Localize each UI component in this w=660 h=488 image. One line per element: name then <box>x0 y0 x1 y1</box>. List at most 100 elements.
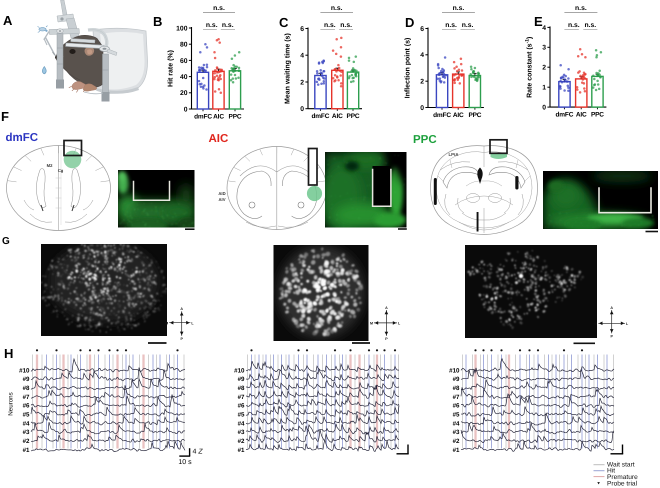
svg-text:B: B <box>153 14 162 29</box>
svg-text:AIC: AIC <box>213 114 224 121</box>
svg-text:A: A <box>385 306 388 310</box>
svg-text:n.s.: n.s. <box>568 22 580 29</box>
svg-text:#10: #10 <box>234 367 245 374</box>
svg-text:#5: #5 <box>453 412 460 419</box>
svg-text:4: 4 <box>300 53 304 60</box>
svg-text:#10: #10 <box>19 367 30 374</box>
svg-text:Neurons: Neurons <box>8 392 15 415</box>
svg-text:2: 2 <box>300 79 304 86</box>
svg-text:#9: #9 <box>238 376 245 383</box>
svg-text:2: 2 <box>542 65 546 72</box>
svg-text:#3: #3 <box>23 429 30 436</box>
svg-text:4 Z: 4 Z <box>193 449 204 456</box>
svg-text:Hit: Hit <box>607 468 615 475</box>
svg-text:0: 0 <box>184 106 188 113</box>
svg-text:n.s.: n.s. <box>340 22 352 29</box>
svg-text:F: F <box>1 109 9 124</box>
svg-text:#3: #3 <box>453 429 460 436</box>
svg-text:#4: #4 <box>23 420 30 427</box>
svg-text:AIC: AIC <box>209 133 229 145</box>
svg-text:#9: #9 <box>23 376 30 383</box>
svg-text:#1: #1 <box>238 447 245 454</box>
svg-text:#8: #8 <box>453 385 460 392</box>
svg-text:#7: #7 <box>23 394 30 401</box>
svg-text:E: E <box>534 14 543 29</box>
svg-text:AID: AID <box>218 191 225 196</box>
svg-text:#2: #2 <box>238 438 245 445</box>
svg-text:AIC: AIC <box>332 113 343 120</box>
svg-text:LPtA: LPtA <box>448 152 458 157</box>
svg-text:60: 60 <box>180 58 188 65</box>
svg-text:20: 20 <box>180 90 188 97</box>
svg-text:dmFC: dmFC <box>6 132 39 144</box>
svg-text:PPC: PPC <box>591 112 604 119</box>
svg-text:A: A <box>610 306 613 310</box>
svg-text:1: 1 <box>542 85 546 92</box>
svg-text:3: 3 <box>542 45 546 52</box>
svg-text:#2: #2 <box>453 438 460 445</box>
svg-text:#8: #8 <box>238 385 245 392</box>
svg-text:n.s.: n.s. <box>331 5 343 12</box>
svg-text:L: L <box>191 321 194 325</box>
svg-text:6: 6 <box>420 26 424 33</box>
svg-text:dmFC: dmFC <box>433 112 451 119</box>
svg-text:0: 0 <box>420 105 424 112</box>
svg-text:4: 4 <box>542 25 546 32</box>
svg-text:n.s.: n.s. <box>453 5 465 12</box>
svg-text:PPC: PPC <box>468 112 481 119</box>
svg-text:n.s.: n.s. <box>213 5 225 12</box>
svg-text:#2: #2 <box>23 438 30 445</box>
svg-text:PPC: PPC <box>413 134 437 146</box>
svg-text:#4: #4 <box>453 420 460 427</box>
svg-text:40: 40 <box>180 74 188 81</box>
svg-text:dmFC: dmFC <box>311 113 329 120</box>
svg-text:n.s.: n.s. <box>462 22 474 29</box>
svg-text:A: A <box>180 307 183 311</box>
svg-text:M: M <box>165 321 168 325</box>
svg-text:dmFC: dmFC <box>555 112 573 119</box>
svg-text:P: P <box>610 335 613 339</box>
svg-text:#6: #6 <box>23 403 30 410</box>
svg-text:#7: #7 <box>238 394 245 401</box>
svg-text:L: L <box>398 322 401 326</box>
svg-text:#3: #3 <box>238 429 245 436</box>
svg-text:#6: #6 <box>238 403 245 410</box>
svg-text:#5: #5 <box>23 412 30 419</box>
svg-text:#6: #6 <box>453 403 460 410</box>
svg-text:D: D <box>405 15 414 30</box>
svg-text:n.s.: n.s. <box>324 22 336 29</box>
svg-text:PPC: PPC <box>347 113 360 120</box>
svg-text:n.s.: n.s. <box>584 22 596 29</box>
svg-text:M2: M2 <box>47 163 53 168</box>
svg-text:M: M <box>594 322 597 326</box>
svg-text:Probe trial: Probe trial <box>607 480 638 487</box>
svg-text:#1: #1 <box>23 447 30 454</box>
svg-text:Cg: Cg <box>58 168 64 173</box>
svg-text:#1: #1 <box>453 447 460 454</box>
svg-text:#8: #8 <box>23 385 30 392</box>
svg-text:P: P <box>180 337 183 341</box>
svg-text:10 s: 10 s <box>178 459 192 466</box>
svg-text:A: A <box>3 13 13 28</box>
svg-text:Premature: Premature <box>607 474 638 481</box>
svg-text:P: P <box>385 337 388 341</box>
svg-text:#7: #7 <box>453 394 460 401</box>
svg-text:H: H <box>4 346 13 361</box>
svg-text:AIC: AIC <box>576 112 587 119</box>
svg-text:80: 80 <box>180 42 188 49</box>
svg-text:0: 0 <box>300 106 304 113</box>
svg-text:2: 2 <box>420 79 424 86</box>
svg-text:6: 6 <box>300 26 304 33</box>
svg-text:C: C <box>279 15 289 30</box>
svg-text:Mean waiting time (s): Mean waiting time (s) <box>284 33 292 104</box>
svg-text:Inflection point (s): Inflection point (s) <box>404 38 412 99</box>
svg-text:n.s.: n.s. <box>206 22 218 29</box>
svg-text:100: 100 <box>176 25 188 32</box>
svg-text:4: 4 <box>420 52 424 59</box>
svg-text:M: M <box>370 322 373 326</box>
svg-text:n.s.: n.s. <box>575 5 587 12</box>
svg-text:PPC: PPC <box>229 114 242 121</box>
svg-text:n.s.: n.s. <box>445 22 457 29</box>
svg-text:0: 0 <box>542 105 546 112</box>
svg-text:G: G <box>2 236 10 247</box>
